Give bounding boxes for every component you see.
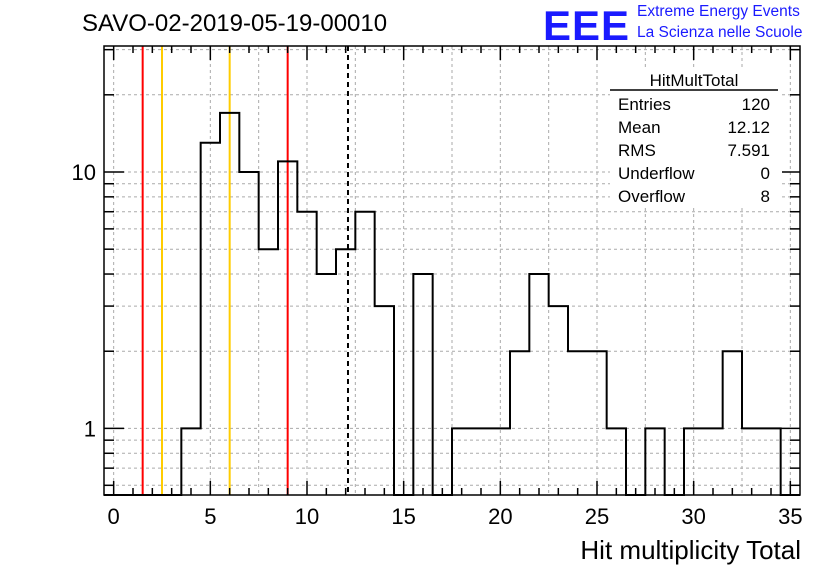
eee-logo: EEE (543, 2, 631, 49)
x-tick-label: 35 (778, 504, 802, 529)
y-tick-label: 10 (72, 160, 96, 185)
stats-value-rms: 7.591 (727, 141, 770, 160)
x-tick-label: 15 (391, 504, 415, 529)
stats-label-entries: Entries (618, 95, 671, 114)
x-tick-label: 20 (488, 504, 512, 529)
y-tick-label: 1 (84, 416, 96, 441)
stats-value-entries: 120 (742, 95, 770, 114)
x-tick-label: 30 (681, 504, 705, 529)
x-tick-label: 0 (108, 504, 120, 529)
marker-lines (141, 46, 349, 495)
stats-label-underflow: Underflow (618, 164, 695, 183)
x-axis-label: Hit multiplicity Total (580, 535, 801, 565)
tick-labels: 0 5 10 15 20 25 30 35 1 10 (72, 160, 803, 529)
stats-label-rms: RMS (618, 141, 656, 160)
chart-title: SAVO-02-2019-05-19-00010 (82, 10, 388, 37)
stats-value-mean: 12.12 (727, 118, 770, 137)
stats-title: HitMultTotal (650, 71, 739, 90)
stats-label-mean: Mean (618, 118, 661, 137)
axis-ticks (104, 46, 800, 495)
stats-value-overflow: 8 (761, 187, 770, 206)
stats-label-overflow: Overflow (618, 187, 686, 206)
x-tick-label: 10 (295, 504, 319, 529)
x-tick-label: 25 (585, 504, 609, 529)
stats-value-underflow: 0 (761, 164, 770, 183)
logo-line-1: Extreme Energy Events (637, 3, 800, 20)
x-tick-label: 5 (204, 504, 216, 529)
logo-line-2: La Scienza nelle Scuole (637, 24, 803, 41)
plot-frame (103, 45, 801, 496)
stats-box: HitMultTotal Entries 120 Mean 12.12 RMS … (610, 68, 782, 208)
